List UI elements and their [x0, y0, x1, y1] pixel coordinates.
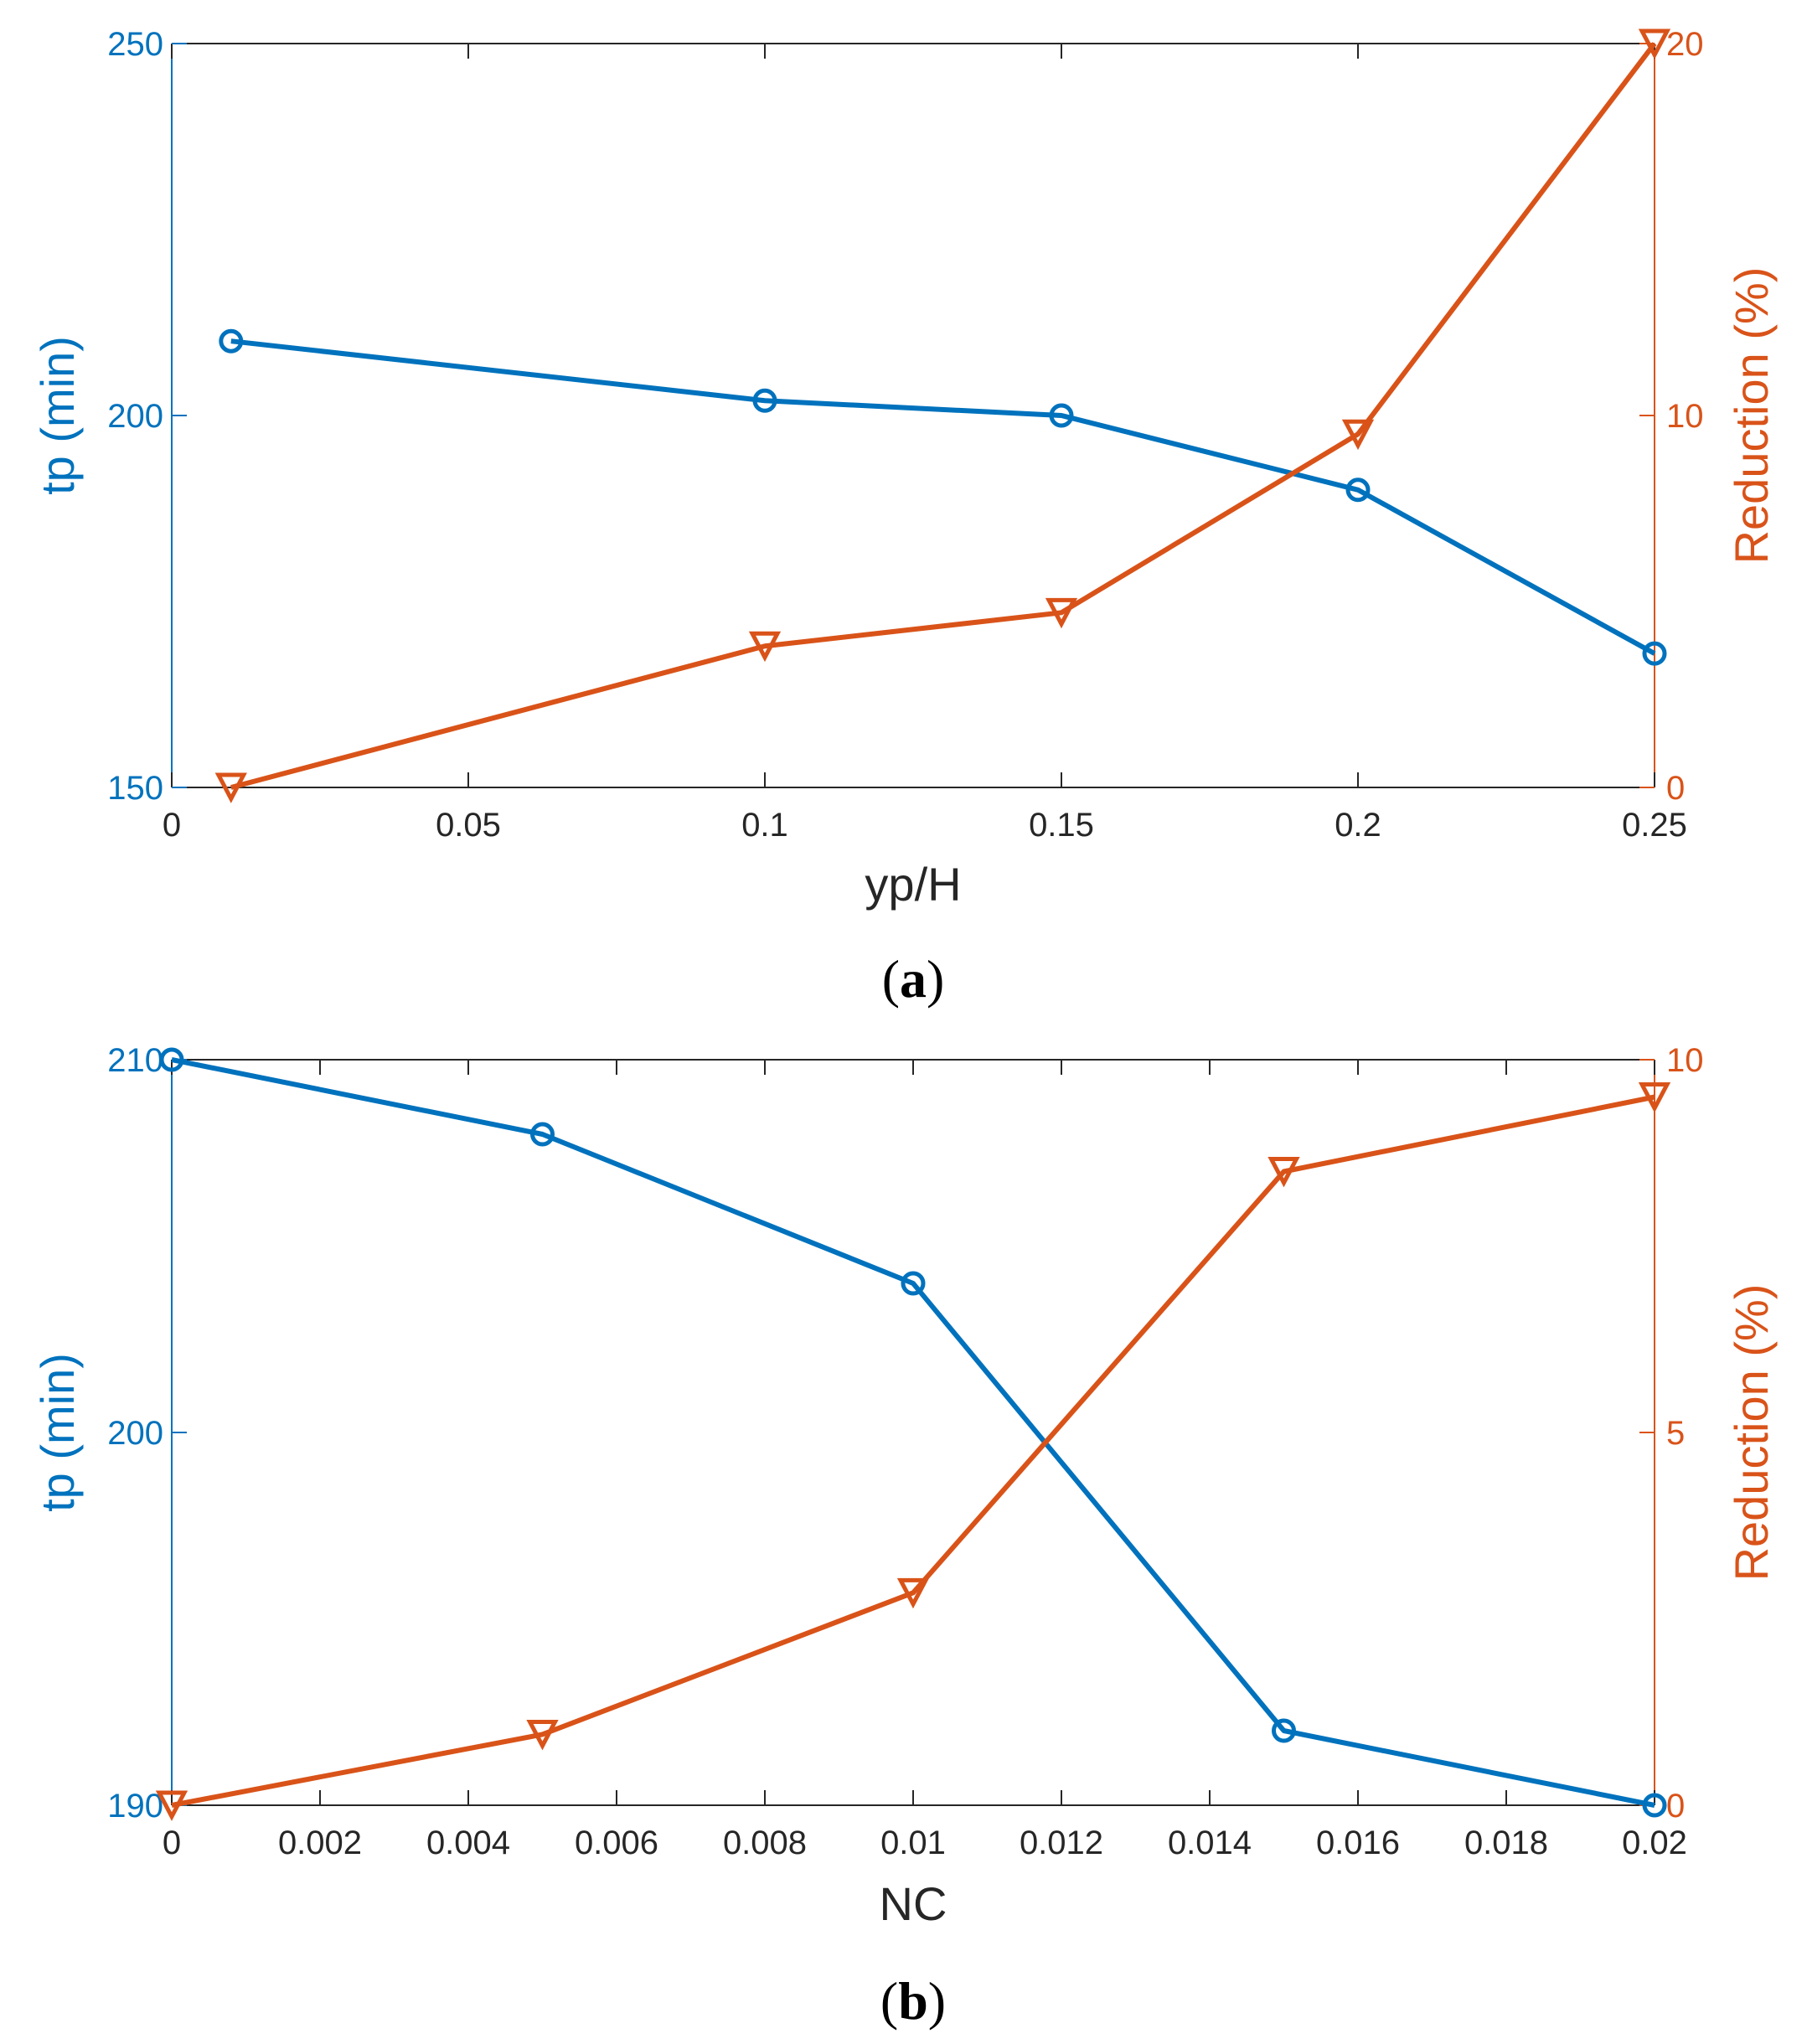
reduction-series-line-a: [230, 42, 1657, 790]
y-right-tick-label-a: 10: [1666, 398, 1704, 435]
reduction-data-point-a: [1638, 28, 1671, 59]
y-right-tick-label-b: 10: [1666, 1042, 1704, 1079]
y-left-tick-label-b: 210: [107, 1042, 163, 1079]
y-right-tick-label-b: 5: [1666, 1415, 1685, 1452]
y-right-axis-title-a: Reduction (%): [1725, 267, 1778, 565]
x-tick-label-a: 0.25: [1622, 807, 1687, 844]
tp-data-point-b: [530, 1122, 555, 1147]
tp-data-point-a: [1642, 641, 1667, 666]
x-tick-label-b: 0.02: [1622, 1825, 1687, 1861]
x-tick-label-b: 0.014: [1168, 1825, 1252, 1861]
x-tick-label-b: 0.004: [426, 1825, 510, 1861]
x-tick-label-b: 0.002: [278, 1825, 362, 1861]
y-right-axis-title-b: Reduction (%): [1725, 1284, 1778, 1582]
x-axis-title-b: NC: [880, 1877, 947, 1930]
x-tick-label-b: 0.012: [1020, 1825, 1103, 1861]
reduction-data-point-b: [1267, 1157, 1300, 1188]
x-tick-label-b: 0: [163, 1825, 181, 1861]
tp-series-line-a: [230, 338, 1656, 656]
reduction-data-point-b: [526, 1719, 559, 1751]
reduction-data-point-b: [896, 1577, 930, 1609]
x-tick-label-a: 0.2: [1335, 807, 1381, 844]
x-tick-label-b: 0.01: [880, 1825, 946, 1861]
tp-data-point-b: [1642, 1793, 1667, 1818]
tp-data-point-a: [1345, 477, 1371, 503]
y-left-tick-label-a: 150: [107, 770, 163, 807]
tp-data-point-a: [219, 328, 244, 354]
x-tick-label-a: 0.05: [436, 807, 501, 844]
reduction-data-point-b: [1638, 1082, 1671, 1113]
reduction-data-point-b: [155, 1790, 188, 1821]
tp-data-point-b: [159, 1047, 184, 1072]
x-axis-title-a: yp/H: [865, 858, 961, 911]
y-right-tick-label-a: 20: [1666, 26, 1704, 63]
y-left-axis-title-a: tp (min): [31, 336, 84, 495]
reduction-data-point-a: [214, 772, 247, 803]
x-tick-label-a: 0.15: [1029, 807, 1094, 844]
y-right-tick-label-a: 0: [1666, 770, 1685, 807]
reduction-data-point-a: [1045, 597, 1078, 629]
tp-series-line-b: [171, 1057, 1655, 1808]
y-left-tick-label-a: 200: [107, 398, 163, 435]
y-left-tick-label-a: 250: [107, 26, 163, 63]
x-tick-label-a: 0: [163, 807, 181, 844]
panel-label-a: (a): [882, 949, 945, 1009]
chart-panel-b: 0 0.002 0.004 0.006 0.008 0.01 0.012 0.014 0.016…: [31, 1042, 1778, 2031]
tp-data-point-b: [901, 1271, 926, 1296]
x-tick-label-b: 0.016: [1316, 1825, 1400, 1861]
x-tick-label-a: 0.1: [741, 807, 788, 844]
reduction-data-point-a: [748, 631, 782, 663]
chart-panel-a: 0 0.05 0.1 0.15 0.2 0.25 150 200 250 0 10 20 yp/H t…: [31, 26, 1778, 1009]
tp-data-point-b: [1272, 1718, 1296, 1743]
y-left-axis-title-b: tp (min): [31, 1353, 84, 1512]
x-tick-label-b: 0.006: [575, 1825, 658, 1861]
tp-data-point-a: [1049, 403, 1074, 428]
reduction-series-line-b: [171, 1094, 1655, 1808]
x-tick-label-b: 0.018: [1464, 1825, 1548, 1861]
y-right-tick-label-b: 0: [1666, 1788, 1685, 1825]
panel-label-b: (b): [880, 1971, 946, 2031]
reduction-data-point-a: [1341, 419, 1375, 451]
y-left-tick-label-b: 190: [107, 1788, 163, 1825]
x-tick-label-b: 0.008: [723, 1825, 807, 1861]
tp-data-point-a: [752, 388, 777, 413]
y-left-tick-label-b: 200: [107, 1415, 163, 1452]
